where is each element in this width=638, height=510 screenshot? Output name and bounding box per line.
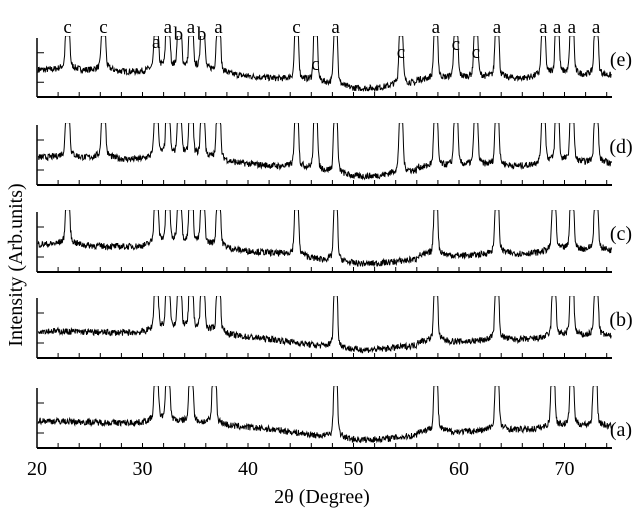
peak-label: c bbox=[63, 17, 71, 38]
peak-label: a bbox=[568, 17, 577, 38]
peak-label: a bbox=[214, 17, 223, 38]
peak-label: a bbox=[152, 32, 161, 53]
peak-label: b bbox=[174, 24, 184, 45]
peak-label: c bbox=[99, 17, 107, 38]
peak-label: a bbox=[164, 17, 173, 38]
peak-label: c bbox=[472, 42, 480, 63]
x-tick-label: 30 bbox=[133, 458, 153, 480]
peak-label: a bbox=[539, 17, 548, 38]
peak-label: a bbox=[432, 17, 441, 38]
peak-label: c bbox=[452, 34, 460, 55]
x-axis-label: 2θ (Degree) bbox=[274, 486, 370, 508]
peak-label: a bbox=[187, 17, 196, 38]
panel-label: (e) bbox=[610, 49, 632, 71]
x-tick-label: 40 bbox=[238, 458, 258, 480]
peak-label: b bbox=[197, 24, 207, 45]
panel-label: (b) bbox=[609, 309, 632, 331]
peak-label: a bbox=[493, 17, 502, 38]
peak-label: a bbox=[553, 17, 562, 38]
panel-label: (d) bbox=[609, 136, 632, 158]
spectrum-line-c bbox=[37, 210, 612, 268]
peak-label: c bbox=[311, 54, 319, 75]
spectrum-line-b bbox=[37, 296, 612, 354]
peak-label: a bbox=[592, 17, 601, 38]
panel-label: (a) bbox=[610, 419, 632, 441]
spectrum-line-a bbox=[37, 386, 612, 444]
y-axis-label: Intensity (Arb.units) bbox=[5, 183, 27, 346]
peak-label: c bbox=[397, 42, 405, 63]
x-tick-label: 20 bbox=[27, 458, 47, 480]
x-tick-label: 60 bbox=[449, 458, 469, 480]
x-tick-label: 50 bbox=[344, 458, 364, 480]
panel-label: (c) bbox=[610, 223, 632, 245]
x-tick-label: 70 bbox=[555, 458, 575, 480]
spectrum-line-d bbox=[37, 123, 612, 181]
peak-label: c bbox=[292, 17, 300, 38]
spectrum-line-e bbox=[37, 36, 612, 93]
peak-label: a bbox=[331, 17, 340, 38]
